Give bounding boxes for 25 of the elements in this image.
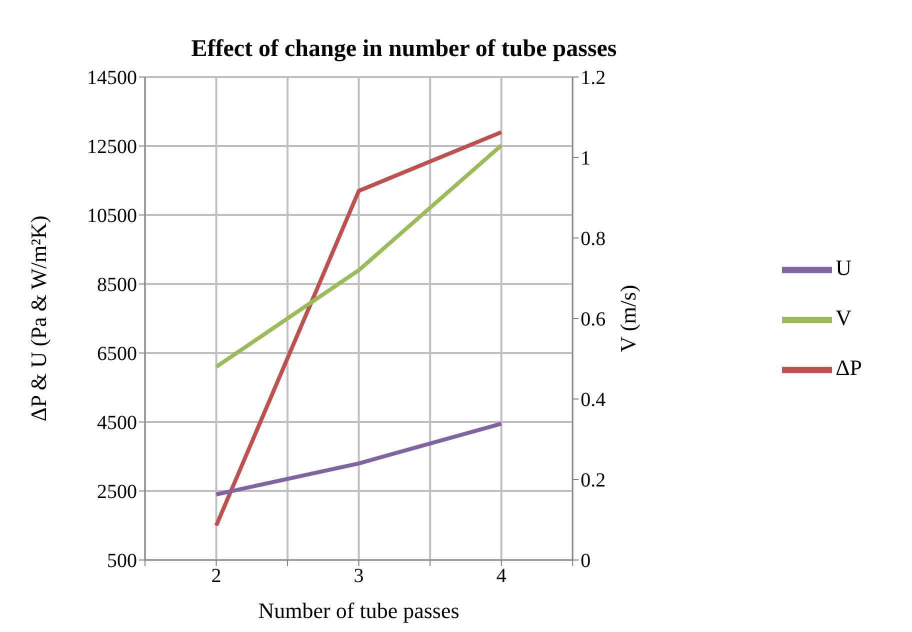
y-tick-label: 4500 xyxy=(97,412,137,434)
y-tick-label: 8500 xyxy=(97,274,137,296)
legend-label: ΔP xyxy=(836,355,862,380)
y-tick-label: 500 xyxy=(107,550,137,572)
x-tick-label: 2 xyxy=(211,565,222,588)
y-tick-label: 12500 xyxy=(87,136,137,158)
y-tick-label: 6500 xyxy=(97,343,137,366)
y2-tick-label: 1.2 xyxy=(580,67,606,90)
y2-tick-label: 1 xyxy=(580,148,591,170)
y2-tick-label: 0.6 xyxy=(580,308,606,331)
y2-tick-label: 0.2 xyxy=(580,470,606,492)
x-tick-label: 4 xyxy=(496,565,506,588)
x-tick-label: 3 xyxy=(354,565,364,588)
chart-title: Effect of change in number of tube passes xyxy=(190,36,618,63)
y-tick-label: 2500 xyxy=(97,481,137,504)
y2-axis-title: V (m/s) xyxy=(615,284,640,352)
legend-label: V xyxy=(836,305,852,330)
y2-tick-label: 0 xyxy=(580,550,591,572)
y-tick-label: 10500 xyxy=(87,205,137,228)
y-axis-title: ΔP & U (Pa & W/m²K) xyxy=(26,216,51,422)
legend-label: U xyxy=(836,255,852,280)
x-axis-title: Number of tube passes xyxy=(258,598,460,623)
y2-tick-label: 0.8 xyxy=(580,228,606,250)
y-tick-label: 14500 xyxy=(87,67,137,90)
y2-tick-label: 0.4 xyxy=(580,389,606,412)
